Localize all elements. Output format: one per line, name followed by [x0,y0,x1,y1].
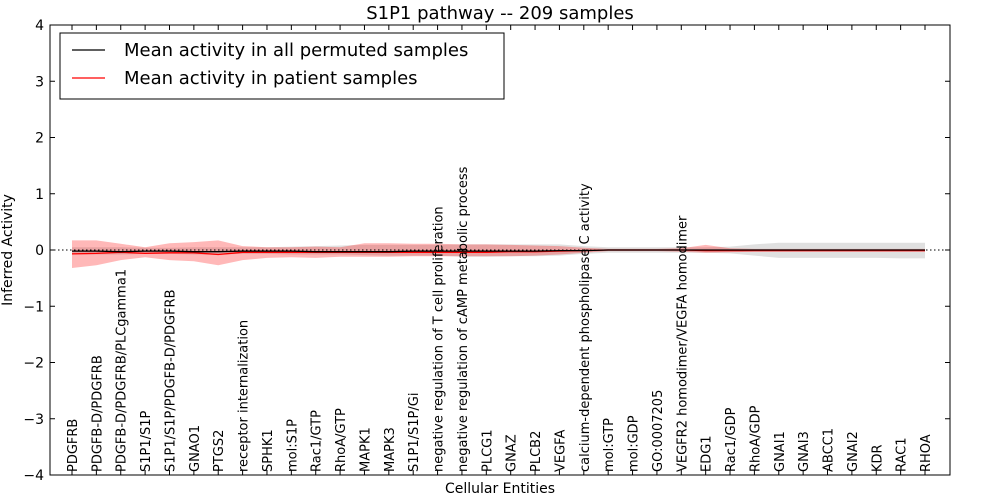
legend: Mean activity in all permuted samples Me… [59,32,505,100]
x-tick-label: calcium-dependent phospholipase C activi… [578,183,593,472]
band-patient [72,240,925,268]
x-tick-label: negative regulation of T cell proliferat… [432,206,447,472]
x-tick-label: mol:S1P [285,419,300,472]
y-tick-label: 2 [35,131,44,147]
y-tick-label: 0 [35,243,44,259]
x-tick-label: MAPK1 [359,427,374,472]
x-tick-label: PDGFB-D/PDGFRB/PLCgamma1 [115,269,130,472]
y-tick-label: 4 [35,18,44,34]
x-tick-label: PDGFB-D/PDGFRB [90,355,105,472]
y-tick-label: −4 [23,468,44,484]
chart-title: S1P1 pathway -- 209 samples [366,3,634,24]
y-tick-label: −3 [23,412,44,428]
x-tick-label: Rac1/GTP [310,410,325,472]
plot-frame [49,24,951,476]
x-tick-label: ABCC1 [822,428,837,472]
legend-label-permuted: Mean activity in all permuted samples [124,40,468,61]
series-line-permuted [72,249,925,253]
x-tick-label: PLCG1 [480,429,495,472]
y-tick-label: 1 [35,187,44,203]
x-tick-label: VEGFA [553,430,568,472]
x-tick-label: MAPK3 [383,427,398,472]
x-tick-label: S1P1/S1P [139,410,154,472]
x-tick-label: PDGFRB [66,419,81,472]
x-tick-label: negative regulation of cAMP metabolic pr… [456,166,471,472]
x-tick-label: GO:0007205 [651,390,666,472]
x-tick-label: PLCB2 [529,431,544,472]
legend-box [59,32,505,100]
x-tick-label: EDG1 [700,435,715,472]
y-axis-label: Inferred Activity [0,194,16,306]
x-tick-label: SPHK1 [261,429,276,472]
x-axis: PDGFRB PDGFB-D/PDGFRB PDGFB-D/PDGFRB/PLCga… [66,25,934,475]
x-tick-label: mol:GDP [627,415,642,472]
x-tick-label: VEGFR2 homodimer/VEGFA homodimer [675,215,690,472]
x-tick-label: GNAI3 [797,431,812,472]
x-tick-label: receptor internalization [237,320,252,472]
x-tick-label: Rac1/GDP [724,407,739,472]
y-axis: −4 −3 −2 −1 0 1 2 3 4 [23,18,950,484]
y-tick-label: 3 [35,74,44,90]
x-axis-label: Cellular Entities [445,481,555,497]
x-tick-label: RAC1 [895,437,910,472]
x-tick-label: S1P1/S1P/Gi [407,393,422,472]
x-tick-label: GNAI1 [773,431,788,472]
x-tick-label: RhoA/GTP [334,408,349,472]
x-tick-label: GNAZ [505,434,520,472]
y-tick-label: −2 [23,356,44,372]
x-tick-label: RhoA/GDP [748,405,763,472]
x-tick-label: GNAO1 [188,425,203,472]
x-tick-label: PTGS2 [212,430,227,472]
y-tick-label: −1 [23,299,44,315]
legend-label-patient: Mean activity in patient samples [124,68,418,89]
x-tick-label: S1P1/S1P/PDGFB-D/PDGFRB [164,289,179,472]
x-tick-label: GNAI2 [846,431,861,472]
series-lines [71,249,925,256]
x-tick-label: mol:GTP [602,418,617,472]
x-tick-label: KDR [870,444,885,472]
x-tick-label: RHOA [919,434,934,472]
